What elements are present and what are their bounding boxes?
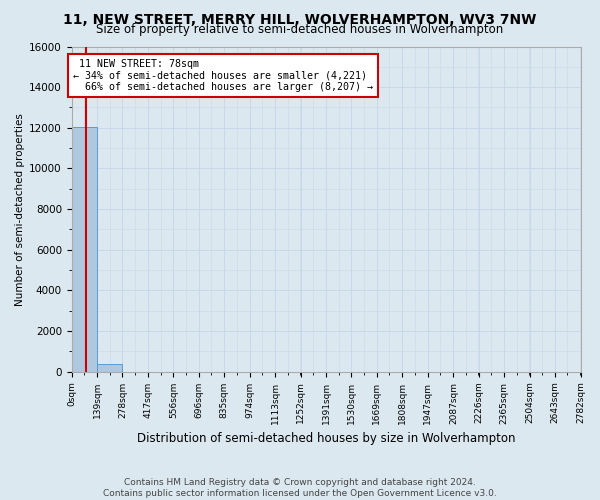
Bar <box>71 128 97 372</box>
Y-axis label: Number of semi-detached properties: Number of semi-detached properties <box>15 112 25 306</box>
Text: Size of property relative to semi-detached houses in Wolverhampton: Size of property relative to semi-detach… <box>97 22 503 36</box>
Text: 11 NEW STREET: 78sqm
← 34% of semi-detached houses are smaller (4,221)
  66% of : 11 NEW STREET: 78sqm ← 34% of semi-detac… <box>73 58 373 92</box>
X-axis label: Distribution of semi-detached houses by size in Wolverhampton: Distribution of semi-detached houses by … <box>137 432 515 445</box>
Bar <box>97 364 122 372</box>
Text: Contains HM Land Registry data © Crown copyright and database right 2024.
Contai: Contains HM Land Registry data © Crown c… <box>103 478 497 498</box>
Text: 11, NEW STREET, MERRY HILL, WOLVERHAMPTON, WV3 7NW: 11, NEW STREET, MERRY HILL, WOLVERHAMPTO… <box>64 12 536 26</box>
